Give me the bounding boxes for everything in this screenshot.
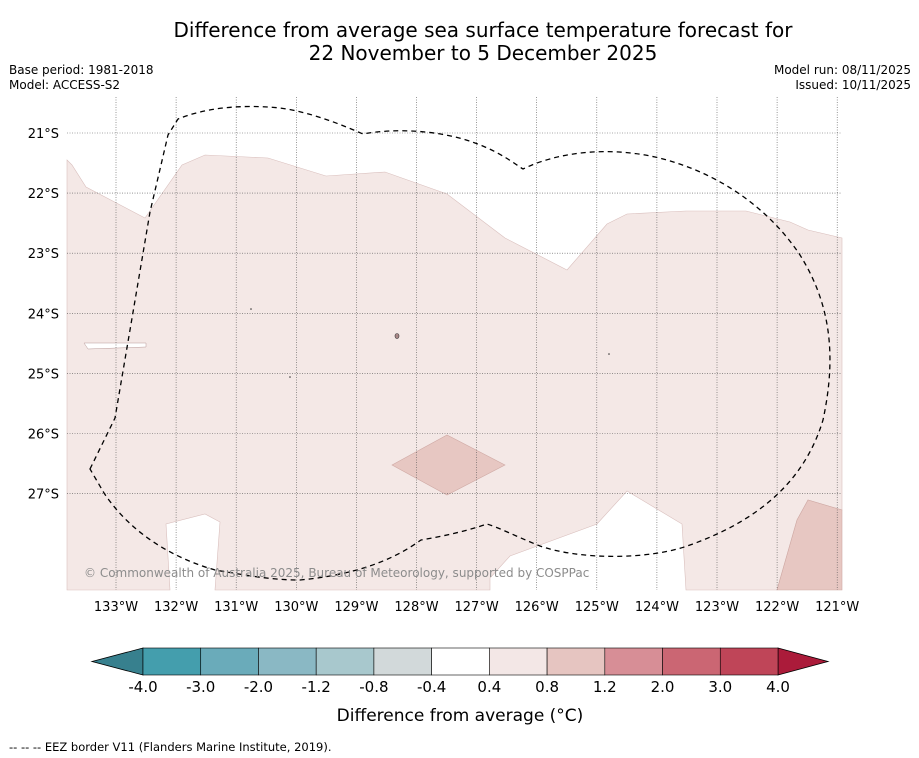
- latitude-label: 21°S: [28, 127, 59, 142]
- colorbar-tick-label: -1.2: [302, 678, 331, 696]
- anomaly-region-medium-center: [391, 434, 506, 496]
- colorbar-tick-label: -4.0: [128, 678, 157, 696]
- longitude-label: 122°W: [755, 600, 799, 615]
- eez-border: [89, 105, 831, 581]
- longitude-label: 127°W: [455, 600, 499, 615]
- colorbar-tick-label: 0.4: [477, 678, 501, 696]
- colorbar-segment: [662, 647, 721, 676]
- island-marker: [289, 376, 291, 378]
- colorbar-tick-label: 3.0: [708, 678, 732, 696]
- colorbar-tick-label: 2.0: [651, 678, 675, 696]
- colorbar-tick-label: 1.2: [593, 678, 617, 696]
- colorbar-segment: [200, 647, 259, 676]
- longitude-label: 124°W: [635, 600, 679, 615]
- island-marker: [250, 308, 252, 310]
- longitude-labels: 133°W 132°W 131°W 130°W 129°W 128°W 127°W 126°W…: [94, 600, 860, 615]
- model-run: Model run: 08/11/2025: [773, 63, 911, 77]
- colorbar: -4.0 -3.0 -2.0 -1.2 -0.8 -0.4 0.4 0.8 1.2 2.0 3.0 4…: [90, 647, 830, 696]
- colorbar-tick-label: -3.0: [186, 678, 215, 696]
- colorbar-label: Difference from average (°C): [337, 706, 584, 726]
- neutral-patch: [83, 342, 147, 350]
- island-marker: [394, 333, 400, 339]
- colorbar-tick-label: -0.8: [359, 678, 388, 696]
- latitude-label: 23°S: [28, 247, 59, 262]
- base-period: Base period: 1981-2018: [9, 63, 154, 77]
- title-line-1: Difference from average sea surface temp…: [173, 18, 793, 42]
- colorbar-tick-label: 4.0: [766, 678, 790, 696]
- latitude-label: 25°S: [28, 367, 59, 382]
- colorbar-segment: [373, 647, 432, 676]
- colorbar-segment: [489, 647, 548, 676]
- longitude-label: 128°W: [394, 600, 438, 615]
- longitude-label: 126°W: [515, 600, 559, 615]
- issued-date: Issued: 10/11/2025: [795, 78, 911, 92]
- latitude-labels: 21°S 22°S 23°S 24°S 25°S 26°S 27°S: [28, 127, 59, 503]
- anomaly-region-medium-east: [776, 499, 843, 591]
- latitude-label: 24°S: [28, 307, 59, 322]
- latitude-label: 22°S: [28, 187, 59, 202]
- longitude-label: 131°W: [214, 600, 258, 615]
- anomaly-region-light: [66, 154, 843, 591]
- colorbar-segment: [719, 647, 779, 676]
- longitude-label: 133°W: [94, 600, 138, 615]
- colorbar-segment: [604, 647, 663, 676]
- colorbar-segment: [431, 647, 490, 676]
- island-marker: [608, 353, 610, 355]
- longitude-label: 132°W: [154, 600, 198, 615]
- graticule: [67, 97, 842, 590]
- colorbar-segment: [142, 647, 202, 676]
- colorbar-extend-under: [90, 647, 144, 676]
- title-line-2: 22 November to 5 December 2025: [308, 41, 658, 65]
- longitude-label: 123°W: [695, 600, 739, 615]
- model-name: Model: ACCESS-S2: [9, 78, 121, 92]
- longitude-label: 129°W: [334, 600, 378, 615]
- meta-right: Model run: 08/11/2025 Issued: 10/11/2025: [774, 63, 911, 93]
- colorbar-extend-over: [777, 647, 830, 676]
- colorbar-tick-label: -0.4: [417, 678, 446, 696]
- colorbar-segment: [315, 647, 375, 676]
- latitude-label: 27°S: [28, 488, 59, 503]
- colorbar-tick-label: -2.0: [244, 678, 273, 696]
- eez-legend-note: -- -- -- EEZ border V11 (Flanders Marine…: [9, 740, 332, 754]
- longitude-label: 125°W: [575, 600, 619, 615]
- colorbar-tick-label: 0.8: [535, 678, 559, 696]
- map-title: Difference from average sea surface temp…: [0, 19, 919, 65]
- colorbar-segment: [546, 647, 606, 676]
- meta-left: Base period: 1981-2018 Model: ACCESS-S2: [9, 63, 154, 93]
- longitude-label: 130°W: [274, 600, 318, 615]
- latitude-label: 26°S: [28, 428, 59, 443]
- colorbar-segment: [258, 647, 317, 676]
- longitude-label: 121°W: [815, 600, 859, 615]
- copyright-watermark: © Commonwealth of Australia 2025, Bureau…: [84, 566, 589, 580]
